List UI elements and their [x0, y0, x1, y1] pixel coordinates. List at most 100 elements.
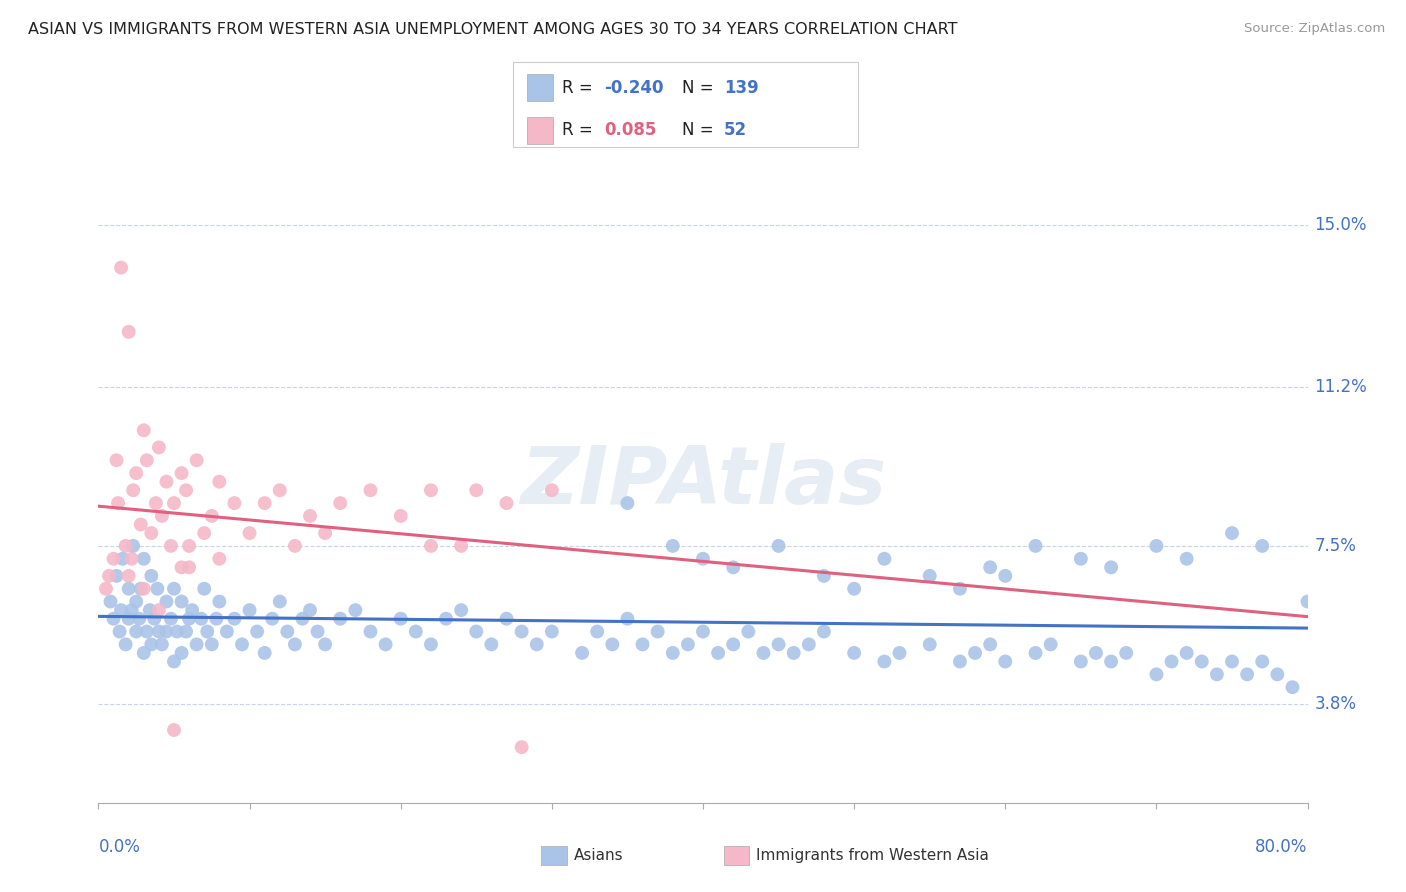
- Point: [360, 483, 382, 498]
- Point: [146, 582, 169, 596]
- Text: 3.8%: 3.8%: [1315, 696, 1357, 714]
- Point: [160, 612, 183, 626]
- Point: [205, 612, 228, 626]
- Point: [269, 483, 291, 498]
- Point: [1206, 667, 1229, 681]
- Point: [132, 551, 155, 566]
- Point: [1024, 539, 1046, 553]
- Text: 139: 139: [724, 78, 759, 97]
- Point: [434, 612, 457, 626]
- Point: [481, 637, 503, 651]
- Point: [94, 582, 117, 596]
- Point: [125, 624, 148, 639]
- Text: ZIPAtlas: ZIPAtlas: [520, 442, 886, 521]
- Point: [692, 624, 714, 639]
- Point: [122, 539, 145, 553]
- Point: [586, 624, 609, 639]
- Point: [314, 637, 336, 651]
- Point: [979, 637, 1001, 651]
- Point: [125, 594, 148, 608]
- Point: [163, 655, 186, 669]
- Point: [723, 637, 745, 651]
- Point: [163, 582, 186, 596]
- Point: [186, 453, 208, 467]
- Point: [1175, 551, 1198, 566]
- Text: 80.0%: 80.0%: [1256, 838, 1308, 856]
- Point: [118, 569, 141, 583]
- Point: [284, 539, 307, 553]
- Point: [269, 594, 291, 608]
- Point: [118, 582, 141, 596]
- Point: [813, 624, 835, 639]
- Point: [291, 612, 314, 626]
- Point: [155, 475, 177, 489]
- Point: [752, 646, 775, 660]
- Point: [186, 637, 208, 651]
- Point: [1236, 667, 1258, 681]
- Point: [329, 496, 352, 510]
- Point: [768, 637, 790, 651]
- Point: [495, 496, 517, 510]
- Text: -0.240: -0.240: [605, 78, 664, 97]
- Point: [797, 637, 820, 651]
- Point: [1085, 646, 1108, 660]
- Point: [122, 483, 145, 498]
- Point: [661, 646, 683, 660]
- Point: [174, 483, 197, 498]
- Point: [420, 483, 443, 498]
- Point: [540, 483, 562, 498]
- Point: [208, 594, 231, 608]
- Point: [1144, 667, 1167, 681]
- Point: [299, 508, 322, 523]
- Point: [170, 560, 193, 574]
- Text: N =: N =: [682, 78, 718, 97]
- Point: [170, 594, 193, 608]
- Point: [148, 603, 170, 617]
- Point: [314, 526, 336, 541]
- Point: [141, 569, 163, 583]
- Point: [160, 539, 183, 553]
- Point: [170, 466, 193, 480]
- Text: 52: 52: [724, 121, 747, 139]
- Point: [465, 624, 488, 639]
- Point: [540, 624, 562, 639]
- Point: [190, 612, 212, 626]
- Point: [844, 582, 866, 596]
- Point: [631, 637, 654, 651]
- Point: [103, 551, 125, 566]
- Point: [389, 612, 412, 626]
- Point: [873, 551, 896, 566]
- Point: [155, 594, 177, 608]
- Point: [450, 539, 472, 553]
- Point: [949, 582, 972, 596]
- Point: [1115, 646, 1137, 660]
- Point: [195, 624, 218, 639]
- Point: [246, 624, 269, 639]
- Point: [374, 637, 396, 651]
- Point: [299, 603, 322, 617]
- Point: [782, 646, 804, 660]
- Point: [163, 723, 186, 737]
- Point: [1099, 560, 1122, 574]
- Point: [360, 624, 382, 639]
- Point: [1251, 539, 1274, 553]
- Point: [918, 569, 941, 583]
- Point: [121, 603, 143, 617]
- Text: 11.2%: 11.2%: [1315, 378, 1368, 396]
- Point: [135, 624, 157, 639]
- Point: [307, 624, 329, 639]
- Point: [994, 655, 1017, 669]
- Point: [105, 453, 128, 467]
- Point: [253, 646, 276, 660]
- Point: [110, 603, 132, 617]
- Point: [148, 441, 170, 455]
- Point: [253, 496, 276, 510]
- Point: [239, 603, 262, 617]
- Point: [692, 551, 714, 566]
- Text: 15.0%: 15.0%: [1315, 216, 1367, 234]
- Point: [129, 582, 152, 596]
- Point: [510, 624, 533, 639]
- Point: [344, 603, 367, 617]
- Point: [174, 624, 197, 639]
- Point: [107, 496, 129, 510]
